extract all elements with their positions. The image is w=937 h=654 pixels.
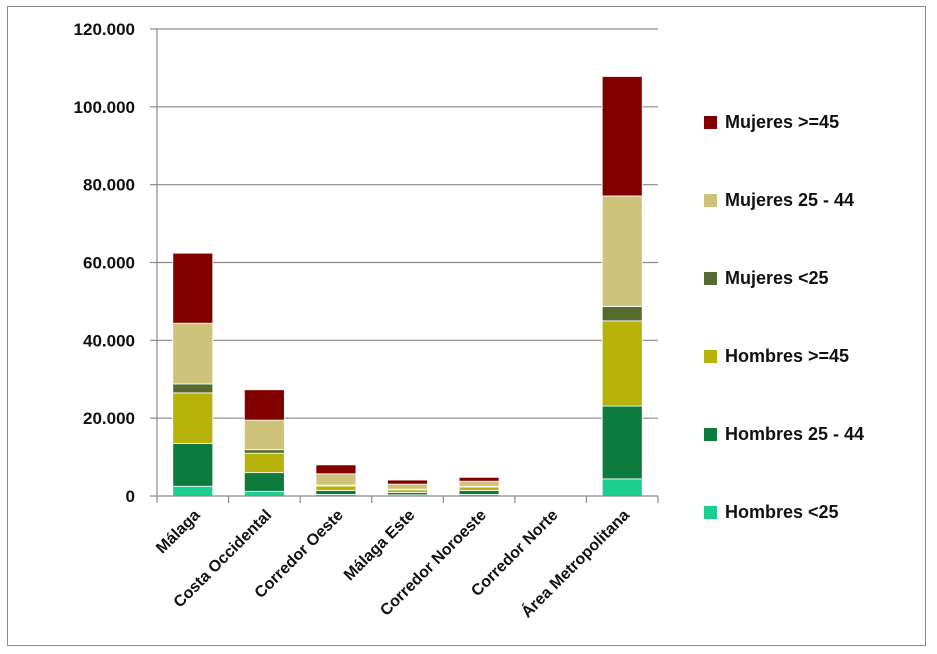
- x-tick-label: Málaga Este: [341, 507, 418, 584]
- bar-segment: [315, 485, 357, 491]
- y-tick-label: 80.000: [83, 176, 135, 195]
- bar-segment: [601, 306, 643, 322]
- bar-segment: [243, 419, 285, 451]
- y-tick-label: 0: [126, 487, 135, 506]
- legend-item: Mujeres <25: [704, 268, 829, 288]
- bar-segment: [387, 479, 428, 485]
- bar-segment: [172, 383, 214, 394]
- bar-segment: [243, 490, 285, 497]
- legend-item: Hombres >=45: [704, 346, 849, 366]
- bar-segment: [601, 405, 643, 480]
- bar-segment: [601, 478, 643, 497]
- bar-segment: [243, 389, 285, 421]
- legend-item: Hombres <25: [704, 502, 839, 522]
- bar-segment: [458, 480, 500, 487]
- bar-segment: [172, 322, 214, 385]
- legend-swatch: [704, 116, 717, 129]
- legend-item: Mujeres >=45: [704, 112, 839, 132]
- bar-segment: [458, 490, 500, 495]
- bar-segment: [387, 489, 428, 493]
- bar-segment: [458, 476, 500, 482]
- legend-item: Mujeres 25 - 44: [704, 190, 854, 210]
- legend-swatch: [704, 350, 717, 363]
- legend-swatch: [704, 506, 717, 519]
- legend-label: Mujeres <25: [725, 268, 829, 288]
- legend-label: Hombres 25 - 44: [725, 424, 864, 444]
- bar-segment: [530, 492, 572, 494]
- y-axis-tick-labels: 0 20.000 40.000 60.000 80.000 100.000 120.000: [74, 20, 135, 506]
- y-tick-label: 100.000: [74, 98, 135, 117]
- bar-segment: [172, 252, 214, 324]
- legend-label: Hombres <25: [725, 502, 839, 522]
- bar-segment: [458, 486, 500, 491]
- bar-segment: [601, 195, 643, 307]
- bar-segment: [315, 490, 357, 495]
- bar-stack: [458, 476, 500, 497]
- bars: [172, 76, 643, 497]
- y-tick-label: 20.000: [83, 409, 135, 428]
- legend-label: Mujeres 25 - 44: [725, 190, 854, 210]
- y-tick-label: 60.000: [83, 254, 135, 273]
- legend-item: Hombres 25 - 44: [704, 424, 864, 444]
- y-tick-label: 120.000: [74, 20, 135, 39]
- legend: Mujeres >=45 Mujeres 25 - 44 Mujeres <25 Ho…: [704, 112, 864, 522]
- bar-segment: [601, 320, 643, 407]
- legend-label: Mujeres >=45: [725, 112, 839, 132]
- bar-segment: [172, 485, 214, 497]
- bar-stack: [315, 464, 357, 497]
- bar-segment: [315, 473, 357, 486]
- bar-segment: [601, 76, 643, 197]
- bar-segment: [243, 449, 285, 454]
- bar-segment: [172, 392, 214, 444]
- y-tick-label: 40.000: [83, 331, 135, 350]
- axes: [150, 28, 659, 503]
- bar-segment: [315, 464, 357, 475]
- bar-stack: [601, 76, 643, 497]
- bar-stack: [243, 389, 285, 497]
- legend-swatch: [704, 428, 717, 441]
- bar-segment: [243, 472, 285, 492]
- x-tick-label: Málaga: [153, 507, 203, 557]
- legend-swatch: [704, 272, 717, 285]
- bar-stack: [387, 479, 428, 497]
- bar-segment: [387, 483, 428, 490]
- bar-segment: [243, 452, 285, 474]
- legend-label: Hombres >=45: [725, 346, 849, 366]
- legend-swatch: [704, 194, 717, 207]
- chart-frame: [7, 6, 926, 646]
- bar-segment: [172, 443, 214, 487]
- bar-stack: [172, 252, 214, 497]
- gridlines: [157, 28, 658, 419]
